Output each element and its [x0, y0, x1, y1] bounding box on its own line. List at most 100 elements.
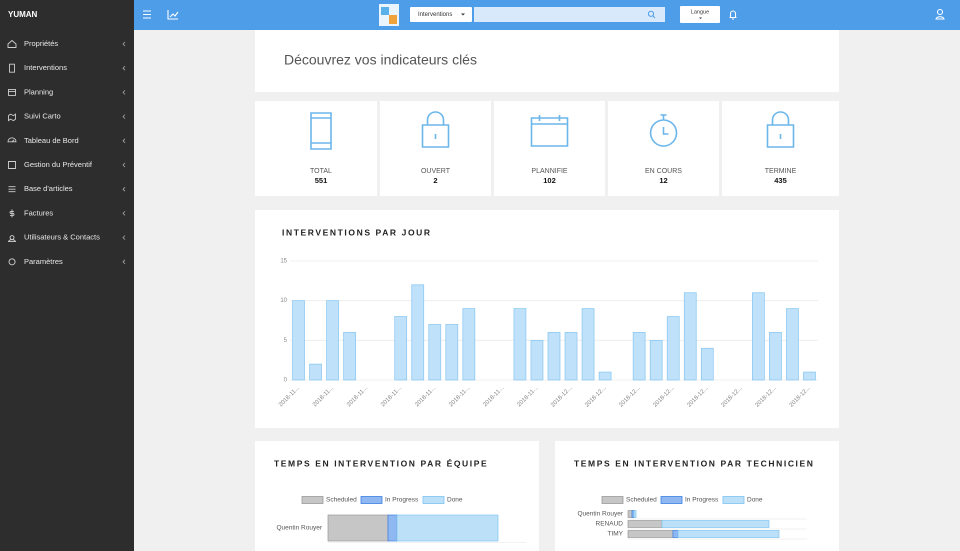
menu-chevron [122, 211, 126, 216]
menu-item[interactable]: Suivi Carto [24, 112, 61, 121]
dropdown-caret [461, 13, 465, 16]
menu-icon [9, 63, 15, 73]
legend-label: Done [747, 497, 763, 504]
menu-chevron [122, 41, 126, 47]
bar [547, 332, 561, 381]
bar [803, 371, 816, 381]
bar [343, 332, 356, 381]
bar-segment [387, 514, 398, 542]
kpi-icon [766, 111, 795, 148]
menu-icon [8, 186, 16, 193]
kpi-value: 102 [543, 176, 556, 185]
menu-item[interactable]: Paramètres [24, 257, 63, 266]
bar-segment [627, 530, 674, 538]
menu-chevron [122, 235, 126, 240]
stats-button[interactable] [167, 10, 179, 20]
bar [564, 332, 578, 381]
intro-card [255, 30, 839, 92]
bar [394, 316, 408, 381]
y-tick-label: 5 [284, 338, 288, 344]
menu-item[interactable]: Planning [24, 87, 53, 96]
legend-label: In Progress [685, 497, 719, 504]
bar [683, 292, 697, 381]
kpi-icon [310, 112, 332, 150]
bar [462, 308, 476, 381]
kpi-card [722, 101, 839, 196]
menu-item[interactable]: Factures [24, 208, 53, 217]
row-label: Quentin Rouyer [276, 525, 322, 532]
bar [411, 284, 425, 381]
kpi-value: 2 [433, 176, 437, 185]
bar-segment [327, 514, 389, 542]
menu-icon [7, 39, 17, 48]
brand: YUMAN [8, 10, 38, 19]
menu-item[interactable]: Interventions [24, 63, 67, 72]
chart-title: INTERVENTIONS PAR JOUR [282, 227, 432, 237]
legend-label: Scheduled [626, 497, 657, 504]
menu-item[interactable]: Tableau de Bord [24, 136, 79, 145]
daily-chart-card [255, 210, 839, 428]
kpi-card [380, 101, 491, 196]
bar-segment [396, 514, 499, 542]
bar-segment [633, 510, 637, 518]
logo [379, 4, 399, 26]
bar-segment [672, 530, 679, 538]
bar [752, 292, 765, 381]
menu-toggle[interactable] [143, 10, 151, 19]
bar-segment [661, 520, 770, 528]
legend-swatch [360, 496, 383, 504]
menu-chevron [122, 90, 126, 95]
y-tick-label: 15 [280, 259, 287, 265]
menu-icon [8, 258, 16, 266]
bar [445, 324, 459, 381]
menu-icon [8, 113, 16, 122]
bar-segment [627, 520, 663, 528]
bar [649, 339, 663, 381]
bar [530, 339, 544, 381]
bar-segment [627, 510, 633, 518]
menu-icon [8, 161, 16, 169]
menu-item[interactable]: Base d'articles [24, 184, 73, 193]
bar [786, 308, 799, 381]
menu-chevron [122, 259, 126, 265]
legend-label: Scheduled [326, 497, 357, 504]
bar [632, 332, 646, 381]
y-tick-label: 10 [280, 298, 287, 304]
language-button[interactable] [680, 6, 720, 23]
bar [700, 347, 714, 381]
search-button[interactable] [647, 10, 656, 19]
menu-item[interactable]: Utilisateurs & Contacts [24, 233, 100, 242]
search-input[interactable] [474, 7, 665, 22]
menu-chevron [122, 114, 126, 119]
menu-item[interactable]: Gestion du Préventif [24, 160, 93, 169]
menu-icon [9, 209, 15, 218]
chart-title: TEMPS EN INTERVENTION PAR ÉQUIPE [274, 458, 488, 468]
bar-segment [677, 530, 780, 538]
legend-swatch [301, 496, 324, 504]
kpi-label: OUVERT [421, 168, 451, 175]
user-menu[interactable] [935, 8, 945, 20]
kpi-icon [530, 115, 569, 147]
menu-icon [8, 88, 16, 96]
row-label: Quentin Rouyer [577, 511, 623, 518]
kpi-icon [421, 111, 450, 148]
menu-item[interactable]: Propriétés [24, 39, 58, 48]
kpi-label: PLANNIFIE [531, 168, 568, 175]
intro-text: Découvrez vos indicateurs clés [284, 52, 477, 68]
bar [309, 363, 322, 381]
row-label: RENAUD [596, 521, 624, 528]
row-label: TIMY [607, 531, 623, 538]
bar [769, 332, 782, 381]
scope-dropdown[interactable] [410, 7, 472, 22]
bar [428, 324, 442, 381]
y-tick-label: 0 [284, 378, 288, 384]
legend-swatch [722, 496, 745, 504]
notifications[interactable] [729, 10, 737, 20]
kpi-value: 551 [315, 176, 328, 185]
chart-title: TEMPS EN INTERVENTION PAR TECHNICIEN [574, 458, 815, 468]
kpi-icon [649, 114, 678, 147]
kpi-label: EN COURS [645, 168, 682, 175]
legend-swatch [422, 496, 445, 504]
bar [326, 300, 339, 381]
bar [598, 371, 612, 381]
